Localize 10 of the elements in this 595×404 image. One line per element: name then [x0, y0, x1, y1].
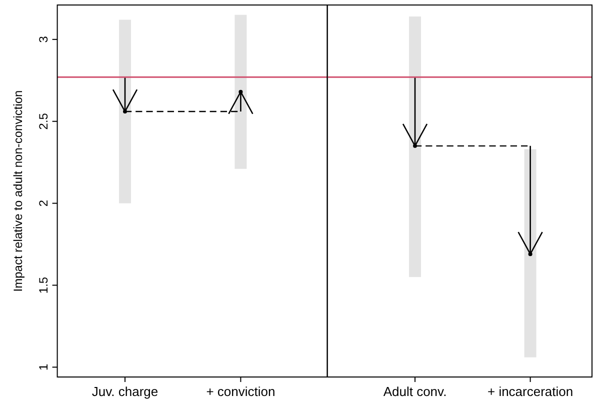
- x-tick-label: + incarceration: [487, 384, 574, 399]
- y-tick-label: 2.5: [36, 112, 50, 130]
- y-tick-label: 2: [36, 200, 50, 207]
- x-tick-label: + conviction: [206, 384, 276, 399]
- y-tick-label: 3: [36, 36, 50, 43]
- y-axis-title: Impact relative to adult non-conviction: [11, 90, 25, 292]
- y-tick-label: 1: [36, 364, 50, 371]
- x-tick-label: Juv. charge: [92, 384, 158, 399]
- x-tick-label: Adult conv.: [383, 384, 447, 399]
- y-tick-label: 1.5: [36, 276, 50, 294]
